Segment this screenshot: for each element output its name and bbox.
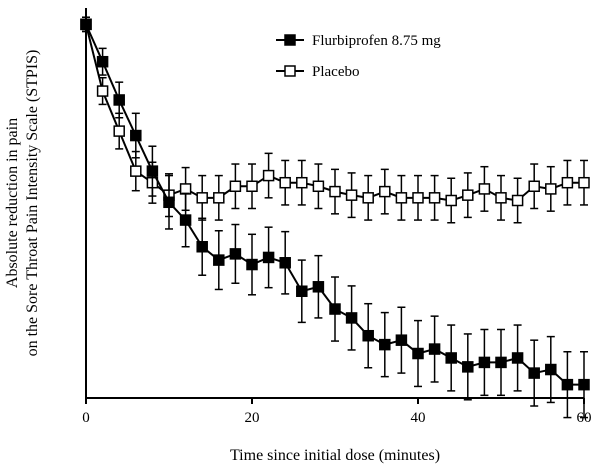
point-placebo — [113, 125, 125, 137]
point-flurbiprofen — [412, 347, 424, 360]
point-placebo — [428, 192, 441, 204]
point-flurbiprofen — [445, 352, 457, 364]
point-flurbiprofen — [246, 258, 258, 271]
series-flurbiprofen — [80, 16, 590, 419]
point-placebo — [528, 180, 540, 193]
point-flurbiprofen — [428, 343, 441, 355]
point-flurbiprofen — [146, 165, 159, 177]
point-placebo — [262, 169, 275, 182]
point-flurbiprofen — [130, 129, 142, 142]
point-placebo — [345, 189, 358, 201]
legend-marker-flurbiprofen — [284, 34, 296, 46]
point-placebo — [229, 180, 242, 193]
point-flurbiprofen — [296, 285, 308, 297]
point-placebo — [329, 185, 341, 198]
x-tick-label-40: 40 — [411, 410, 426, 426]
series-layer — [80, 16, 590, 419]
point-placebo — [495, 192, 507, 204]
point-flurbiprofen — [229, 248, 242, 260]
point-placebo — [196, 192, 208, 204]
point-placebo — [462, 189, 474, 201]
point-flurbiprofen — [196, 241, 208, 253]
point-flurbiprofen — [545, 363, 557, 376]
point-flurbiprofen — [478, 356, 491, 369]
x-tick-label-0: 0 — [82, 410, 90, 426]
x-axis-label: Time since initial dose (minutes) — [230, 447, 440, 464]
point-flurbiprofen — [395, 334, 408, 346]
point-flurbiprofen — [345, 312, 358, 324]
axes — [85, 8, 584, 399]
point-placebo — [395, 192, 408, 204]
point-placebo — [478, 183, 491, 195]
point-flurbiprofen — [80, 18, 92, 31]
x-tick-label-20: 20 — [245, 410, 260, 426]
point-flurbiprofen — [96, 55, 109, 68]
point-placebo — [511, 194, 524, 207]
point-placebo — [179, 183, 192, 195]
point-placebo — [578, 176, 590, 189]
point-placebo — [445, 194, 457, 207]
point-placebo — [362, 192, 374, 204]
point-flurbiprofen — [113, 94, 125, 106]
point-flurbiprofen — [279, 257, 291, 269]
point-flurbiprofen — [262, 251, 275, 264]
point-flurbiprofen — [528, 367, 540, 379]
point-placebo — [561, 176, 574, 189]
point-placebo — [379, 185, 391, 198]
point-placebo — [96, 85, 109, 97]
point-placebo — [246, 180, 258, 193]
point-placebo — [545, 183, 557, 195]
point-flurbiprofen — [163, 196, 175, 209]
point-placebo — [412, 192, 424, 204]
point-flurbiprofen — [495, 356, 507, 369]
point-flurbiprofen — [379, 338, 391, 351]
point-flurbiprofen — [362, 329, 374, 342]
legend-label-flurbiprofen: Flurbiprofen 8.75 mg — [312, 33, 441, 49]
legend: Flurbiprofen 8.75 mg Placebo — [276, 33, 441, 80]
point-flurbiprofen — [578, 378, 590, 391]
legend-label-placebo: Placebo — [312, 64, 359, 80]
point-placebo — [213, 192, 225, 204]
y-axis-label-line2: on the Sore Throat Pain Intensity Scale … — [24, 50, 41, 357]
point-placebo — [296, 176, 308, 189]
point-flurbiprofen — [511, 352, 524, 364]
point-flurbiprofen — [462, 361, 474, 373]
point-flurbiprofen — [213, 254, 225, 266]
point-flurbiprofen — [179, 214, 192, 226]
point-placebo — [130, 165, 142, 177]
point-flurbiprofen — [561, 378, 574, 391]
point-placebo — [312, 180, 325, 193]
y-axis-label-line1: Absolute reduction in pain — [4, 118, 21, 288]
x-ticks: 0204060 — [82, 398, 592, 426]
point-flurbiprofen — [329, 303, 341, 315]
legend-marker-placebo — [284, 65, 296, 77]
point-placebo — [279, 176, 291, 189]
point-flurbiprofen — [312, 281, 325, 293]
